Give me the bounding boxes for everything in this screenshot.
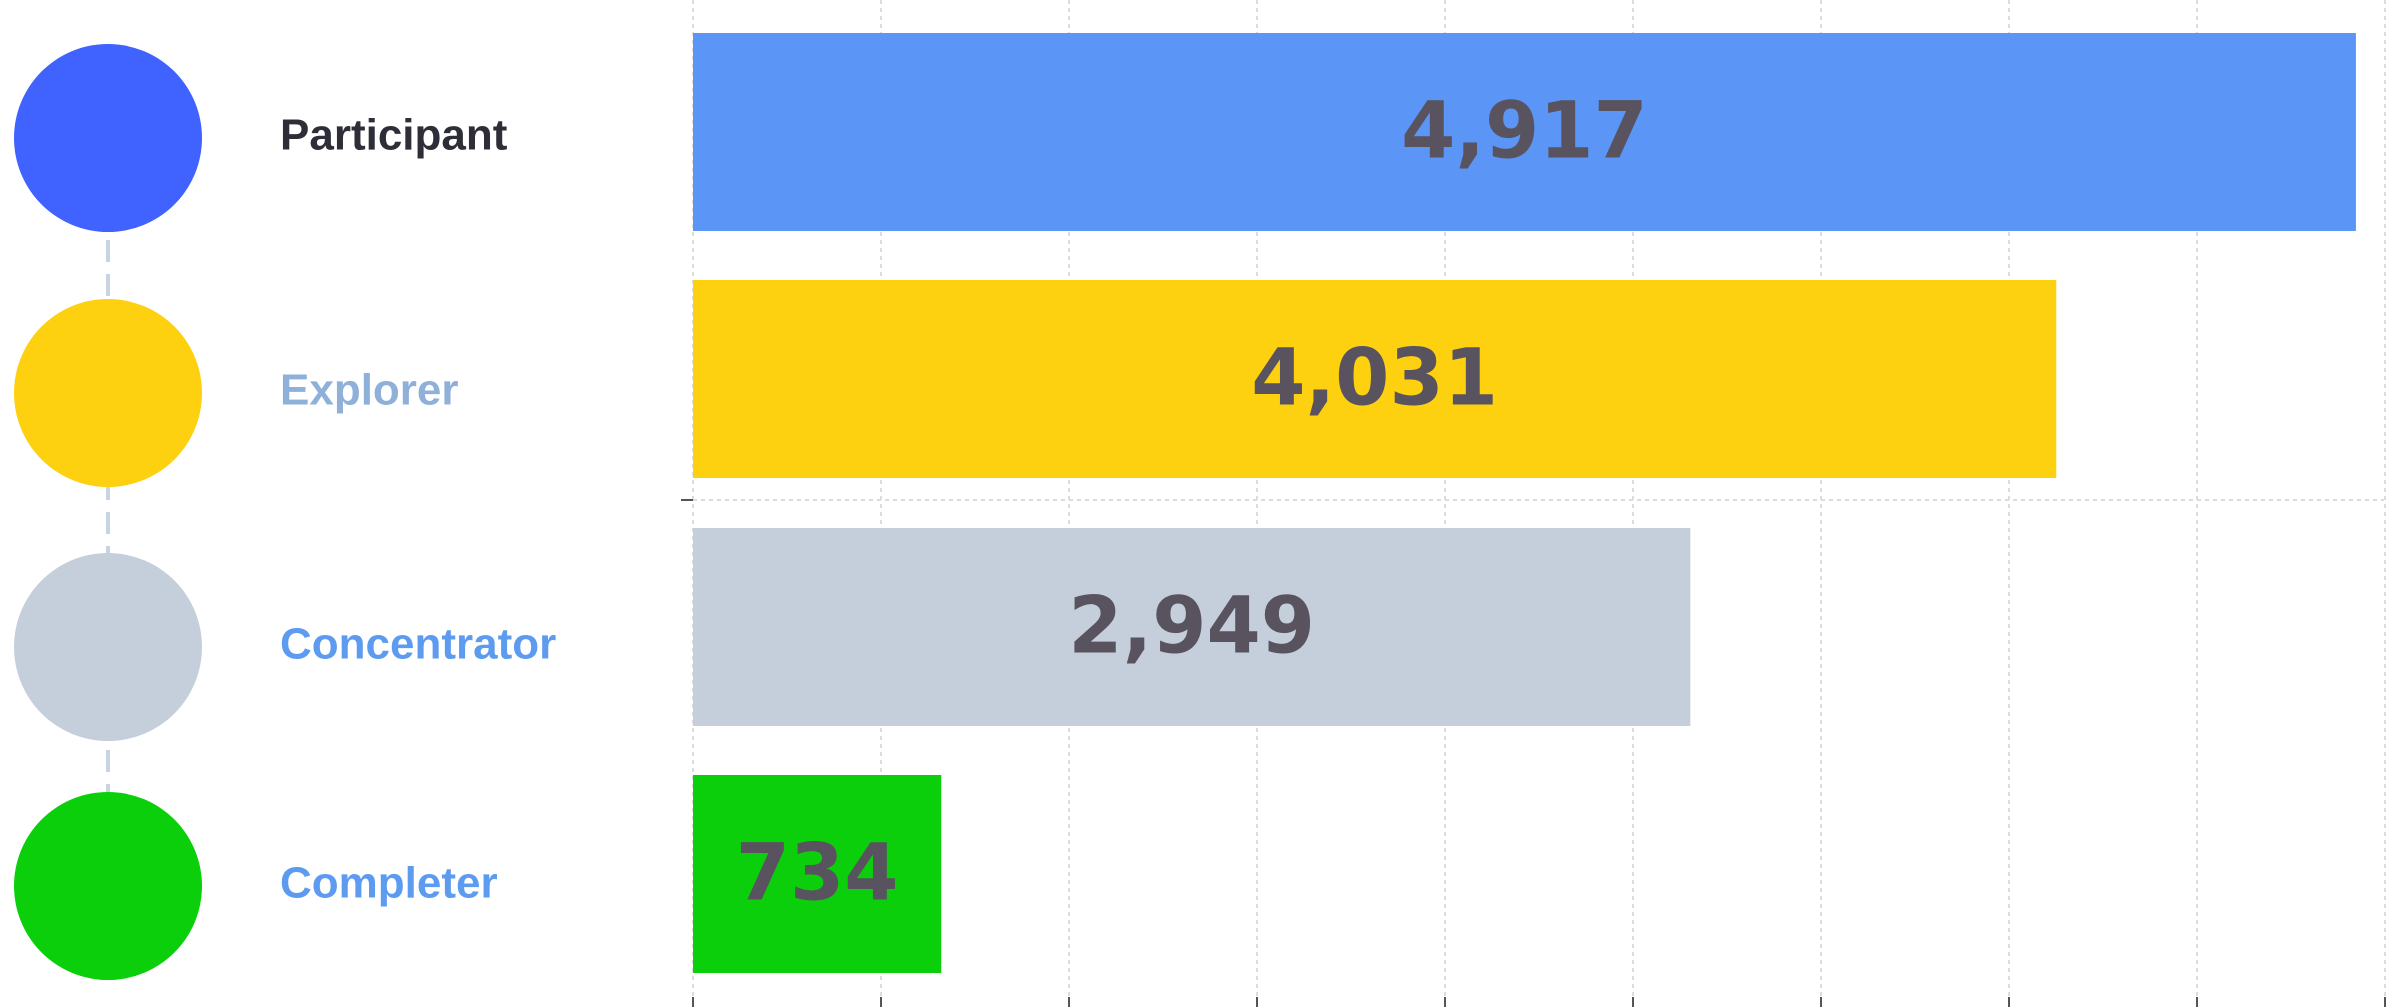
value-label: 4,917 xyxy=(1401,86,1648,176)
legend-dot xyxy=(14,299,202,487)
bar xyxy=(693,528,1691,726)
category-label: Explorer xyxy=(280,366,459,415)
legend-dot xyxy=(14,44,202,232)
category-label: Completer xyxy=(280,859,498,908)
bar xyxy=(693,280,2057,478)
category-label: Concentrator xyxy=(280,620,556,669)
value-label: 2,949 xyxy=(1068,581,1315,671)
legend-dot xyxy=(14,553,202,741)
category-label: Participant xyxy=(280,111,508,160)
bar xyxy=(693,775,942,973)
bar xyxy=(693,33,2356,231)
value-label: 4,031 xyxy=(1251,333,1498,423)
legend-dot xyxy=(14,792,202,980)
value-label: 734 xyxy=(736,828,899,918)
